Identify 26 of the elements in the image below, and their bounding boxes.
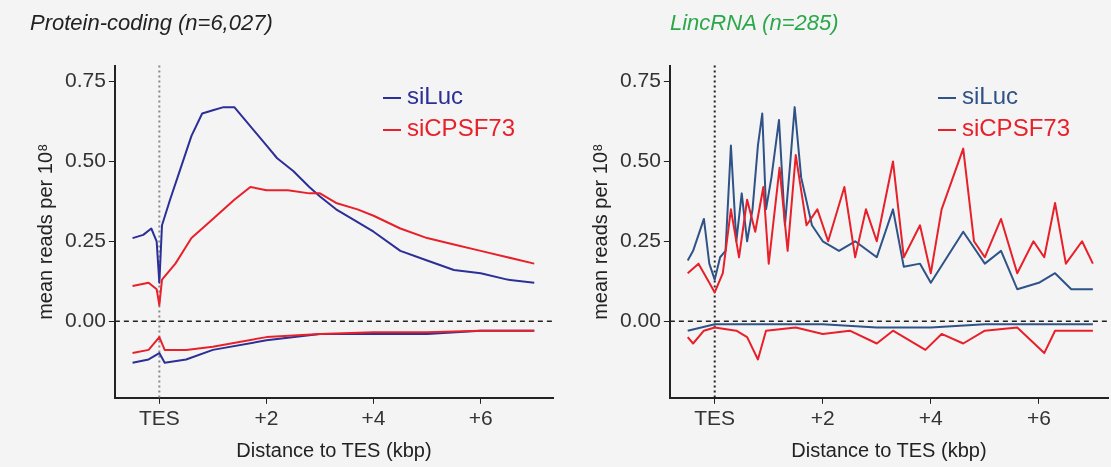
y-tick-label: 0.75	[65, 68, 106, 92]
legend-label: siLuc	[960, 81, 1019, 111]
y-axis-title: mean reads per 10⁸	[588, 143, 611, 320]
x-tick-label: TES	[694, 406, 736, 430]
legend-label: siCPSF73	[405, 113, 515, 143]
chart-title: Protein-coding (n=6,027)	[30, 10, 273, 36]
x-tick-label: +4	[361, 406, 386, 430]
legend-label: siCPSF73	[960, 113, 1070, 143]
y-tick-label: 0.25	[620, 228, 661, 252]
y-tick-label: 0.00	[65, 307, 106, 331]
x-axis-title: Distance to TES (kbp)	[236, 438, 432, 461]
y-tick-label: 0.50	[65, 148, 106, 172]
y-tick-label: 0.75	[620, 68, 661, 92]
x-tick-label: +6	[468, 406, 493, 430]
y-axis-title: mean reads per 10⁸	[33, 143, 56, 320]
chart-title: LincRNA (n=285)	[670, 10, 839, 36]
x-tick-label: +2	[810, 406, 835, 430]
x-tick-label: +6	[1026, 406, 1051, 430]
x-tick-label: TES	[138, 406, 180, 430]
x-tick-label: +2	[254, 406, 279, 430]
y-tick-label: 0.50	[620, 148, 661, 172]
x-tick-label: +4	[918, 406, 944, 430]
y-tick-label: 0.25	[65, 228, 106, 252]
x-axis-title: Distance to TES (kbp)	[791, 438, 987, 461]
y-tick-label: 0.00	[620, 307, 661, 331]
legend-label: siLuc	[405, 81, 464, 111]
